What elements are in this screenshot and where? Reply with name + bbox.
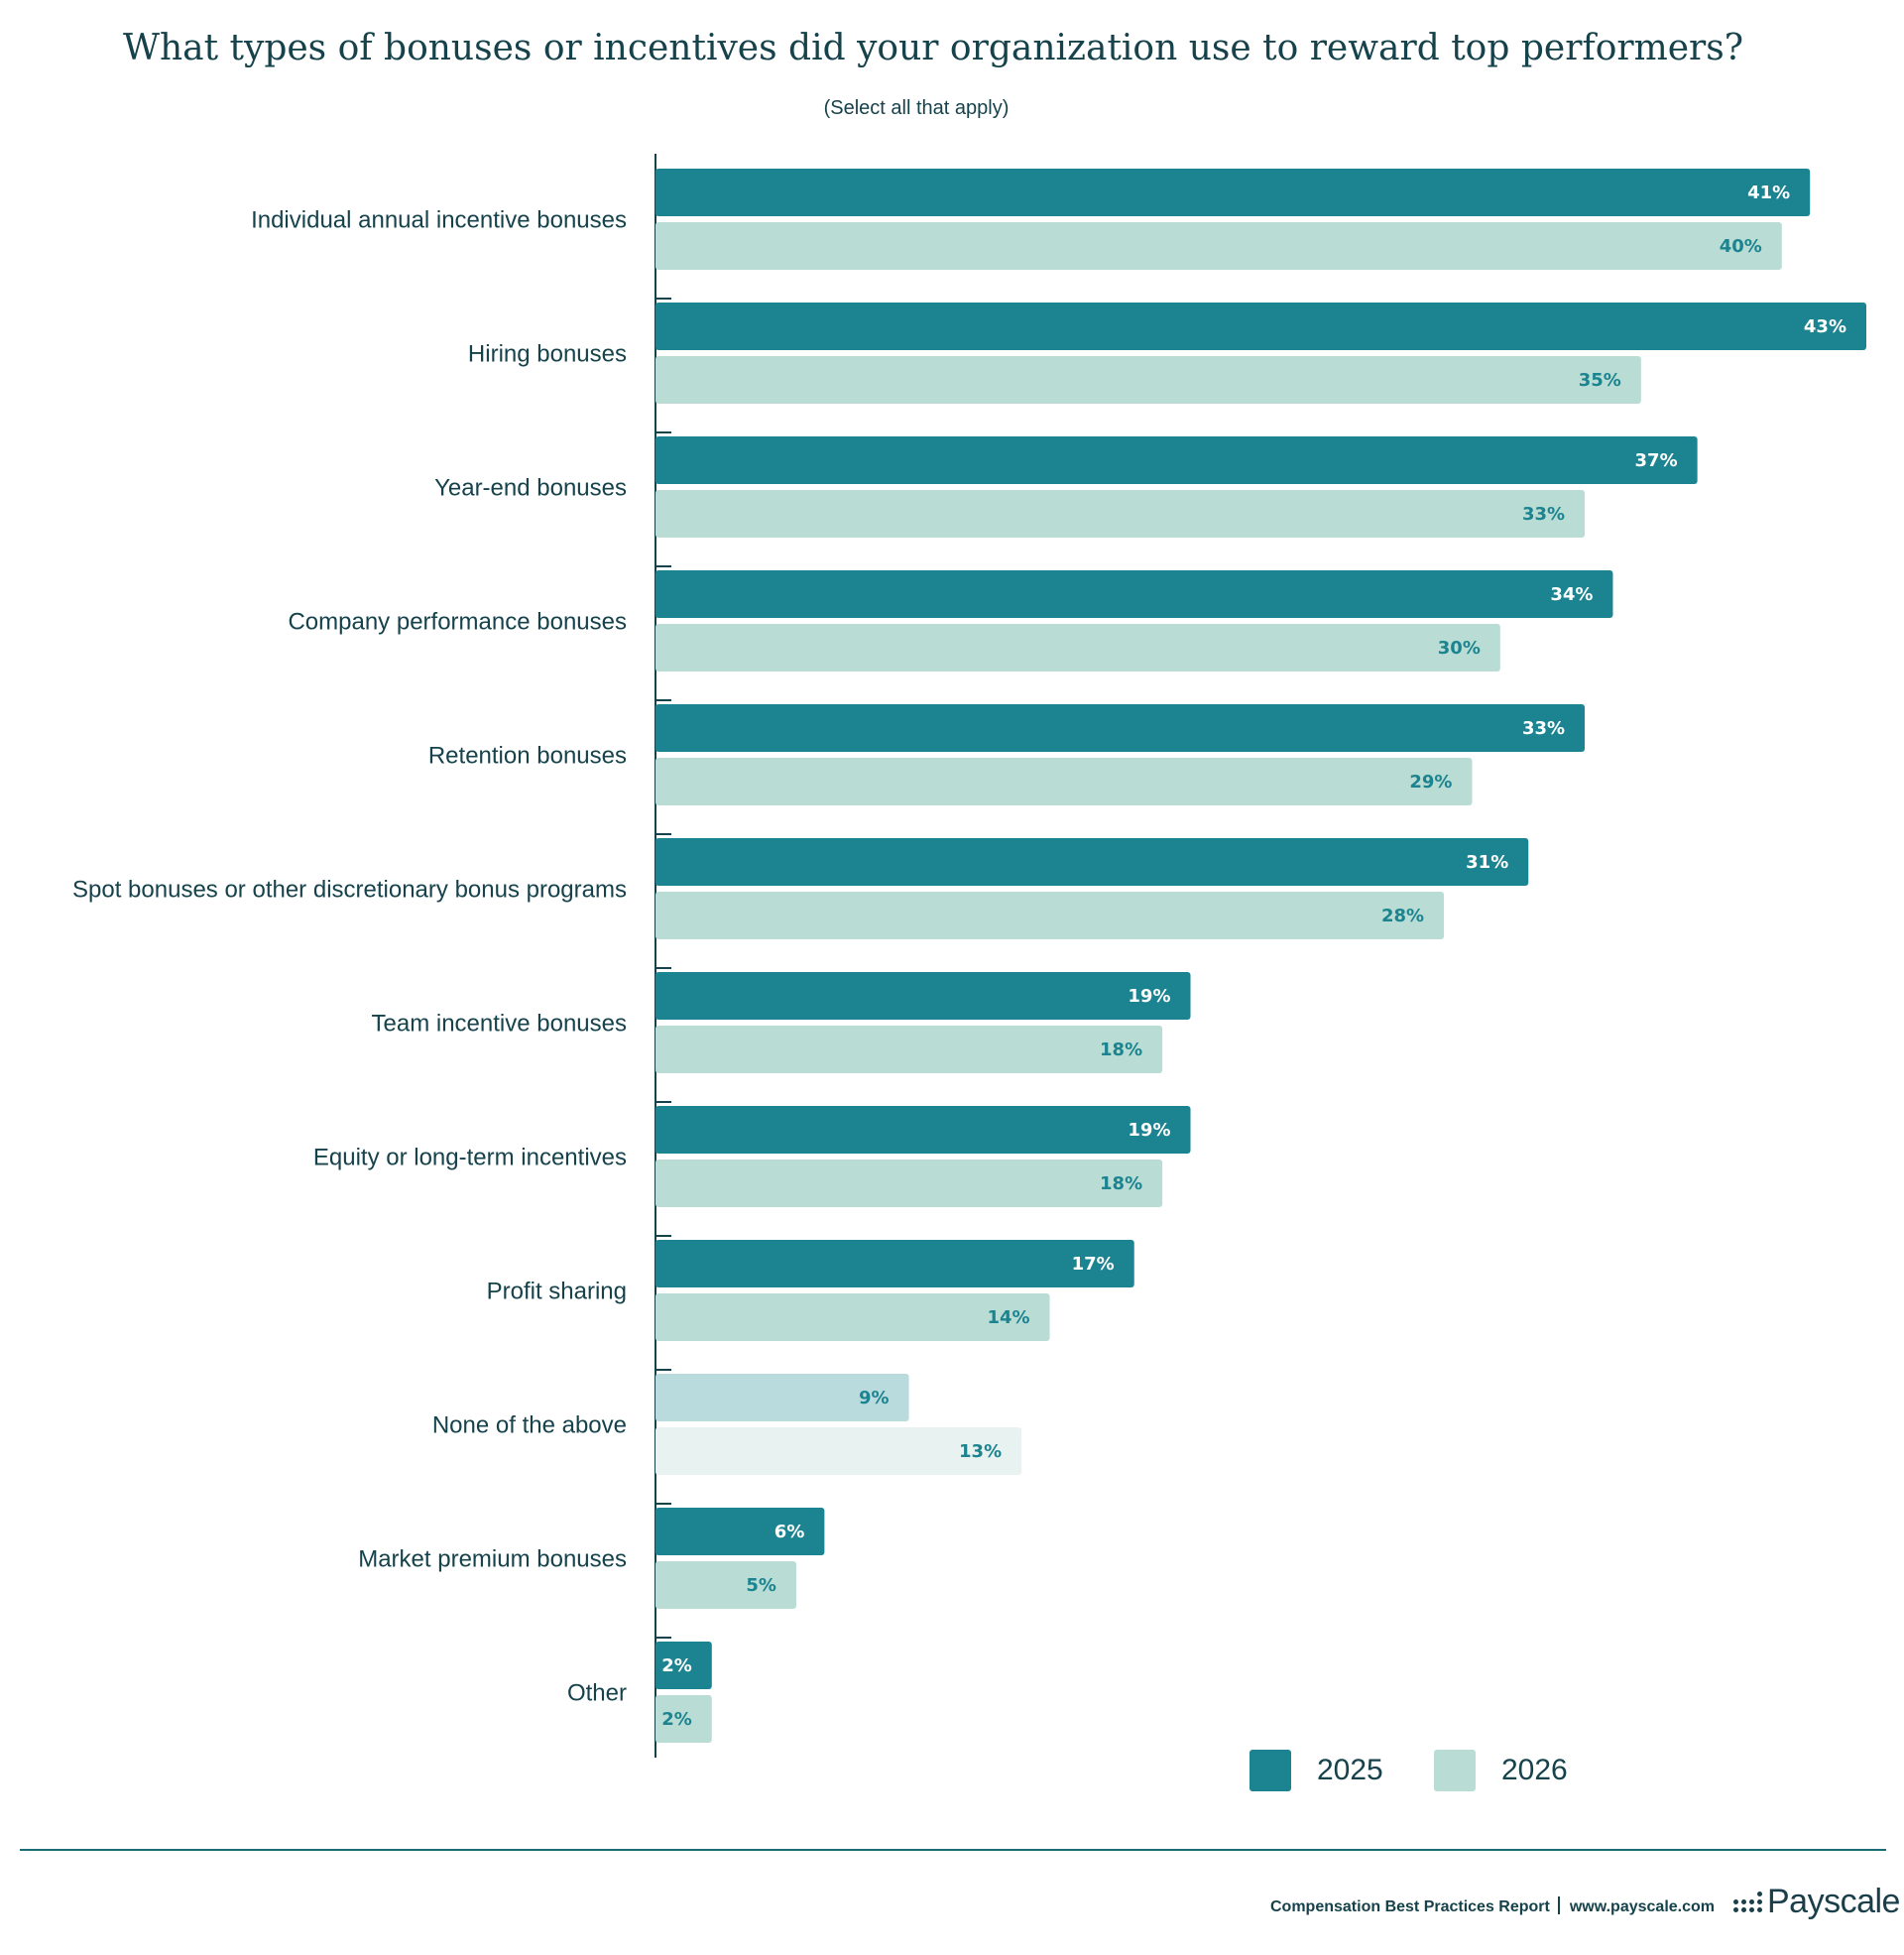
value-label-2026-team-incentive-bonuses: 18% — [1100, 1039, 1142, 1060]
bar-2025-individual-annual-incentive-bonuses — [655, 169, 1811, 216]
footer-separator — [1557, 1896, 1560, 1914]
value-label-2025-spot-bonuses-or-other-discretionary-bonus-programs: 31% — [1466, 852, 1508, 873]
chart-subtitle: (Select all that apply) — [823, 97, 1010, 119]
bar-2025-company-performance-bonuses — [655, 570, 1613, 618]
value-label-2026-market-premium-bonuses: 5% — [746, 1575, 776, 1596]
value-label-2026-year-end-bonuses: 33% — [1522, 504, 1565, 525]
bar-2025-market-premium-bonuses — [655, 1508, 825, 1555]
value-label-2026-equity-or-long-term-incentives: 18% — [1100, 1173, 1142, 1194]
value-label-2026-profit-sharing: 14% — [987, 1307, 1029, 1328]
value-label-2026-none-of-the-above: 13% — [959, 1441, 1002, 1462]
value-label-2025-individual-annual-incentive-bonuses: 41% — [1747, 183, 1790, 203]
bar-2026-other — [655, 1695, 712, 1743]
category-label-spot-bonuses-or-other-discretionary-bonus-programs: Spot bonuses or other discretionary bonu… — [72, 876, 627, 903]
bar-2026-none-of-the-above — [655, 1427, 1022, 1475]
category-label-retention-bonuses: Retention bonuses — [428, 742, 627, 769]
value-label-2026-company-performance-bonuses: 30% — [1438, 638, 1481, 659]
value-label-2025-hiring-bonuses: 43% — [1804, 316, 1846, 337]
bar-2025-team-incentive-bonuses — [655, 972, 1191, 1020]
category-label-profit-sharing: Profit sharing — [487, 1278, 627, 1304]
category-label-year-end-bonuses: Year-end bonuses — [434, 474, 627, 501]
bar-2025-retention-bonuses — [655, 704, 1586, 752]
bar-2026-hiring-bonuses — [655, 356, 1641, 404]
category-label-market-premium-bonuses: Market premium bonuses — [358, 1545, 627, 1572]
footer-url[interactable]: www.payscale.com — [1569, 1898, 1715, 1915]
value-label-2025-equity-or-long-term-incentives: 19% — [1128, 1120, 1170, 1141]
category-label-company-performance-bonuses: Company performance bonuses — [288, 608, 627, 635]
payscale-logo: Payscale — [1733, 1883, 1900, 1921]
value-label-2025-market-premium-bonuses: 6% — [774, 1522, 805, 1542]
value-label-2025-none-of-the-above: 9% — [859, 1388, 890, 1408]
value-label-2026-individual-annual-incentive-bonuses: 40% — [1720, 236, 1762, 257]
bar-2026-equity-or-long-term-incentives — [655, 1160, 1163, 1207]
payscale-logo-icon — [1733, 1892, 1762, 1912]
category-label-other: Other — [567, 1679, 627, 1706]
legend-swatch-2026 — [1434, 1750, 1476, 1791]
value-label-2025-retention-bonuses: 33% — [1522, 718, 1565, 739]
footer-citation: Compensation Best Practices Report www.pa… — [1270, 1896, 1715, 1916]
value-label-2025-profit-sharing: 17% — [1072, 1254, 1115, 1275]
value-label-2025-team-incentive-bonuses: 19% — [1128, 986, 1170, 1007]
bar-2025-year-end-bonuses — [655, 436, 1698, 484]
legend-label-2026: 2026 — [1501, 1754, 1568, 1786]
category-label-equity-or-long-term-incentives: Equity or long-term incentives — [313, 1144, 627, 1170]
bar-2025-other — [655, 1642, 712, 1689]
footer-divider — [20, 1849, 1886, 1851]
category-label-individual-annual-incentive-bonuses: Individual annual incentive bonuses — [251, 206, 627, 233]
bar-2026-retention-bonuses — [655, 758, 1473, 805]
bar-2026-company-performance-bonuses — [655, 624, 1500, 672]
chart-title: What types of bonuses or incentives did … — [122, 28, 1744, 68]
bar-2025-equity-or-long-term-incentives — [655, 1106, 1191, 1154]
bar-2025-hiring-bonuses — [655, 303, 1866, 350]
bar-2025-none-of-the-above — [655, 1374, 909, 1421]
legend-swatch-2025 — [1250, 1750, 1291, 1791]
category-label-none-of-the-above: None of the above — [432, 1411, 627, 1438]
value-label-2025-year-end-bonuses: 37% — [1635, 450, 1678, 471]
bar-2025-profit-sharing — [655, 1240, 1134, 1287]
bar-2026-profit-sharing — [655, 1293, 1050, 1341]
bar-2026-spot-bonuses-or-other-discretionary-bonus-programs — [655, 892, 1445, 939]
bar-chart: Individual annual incentive bonuses 41% 40… — [72, 154, 1866, 1791]
bar-2025-spot-bonuses-or-other-discretionary-bonus-programs — [655, 838, 1529, 886]
footer-report-name: Compensation Best Practices Report — [1270, 1898, 1550, 1915]
value-label-2026-spot-bonuses-or-other-discretionary-bonus-programs: 28% — [1381, 906, 1424, 926]
bar-2026-team-incentive-bonuses — [655, 1026, 1163, 1073]
bar-2026-year-end-bonuses — [655, 490, 1586, 538]
legend-label-2025: 2025 — [1317, 1754, 1383, 1786]
value-label-2025-company-performance-bonuses: 34% — [1550, 584, 1593, 605]
value-label-2026-retention-bonuses: 29% — [1409, 772, 1452, 793]
bar-2026-individual-annual-incentive-bonuses — [655, 222, 1782, 270]
value-label-2026-hiring-bonuses: 35% — [1579, 370, 1621, 391]
value-label-2026-other: 2% — [661, 1709, 692, 1730]
value-label-2025-other: 2% — [661, 1655, 692, 1676]
brand-name: Payscale — [1767, 1883, 1900, 1920]
category-label-hiring-bonuses: Hiring bonuses — [468, 340, 627, 367]
category-label-team-incentive-bonuses: Team incentive bonuses — [372, 1010, 627, 1037]
bar-2026-market-premium-bonuses — [655, 1561, 796, 1609]
